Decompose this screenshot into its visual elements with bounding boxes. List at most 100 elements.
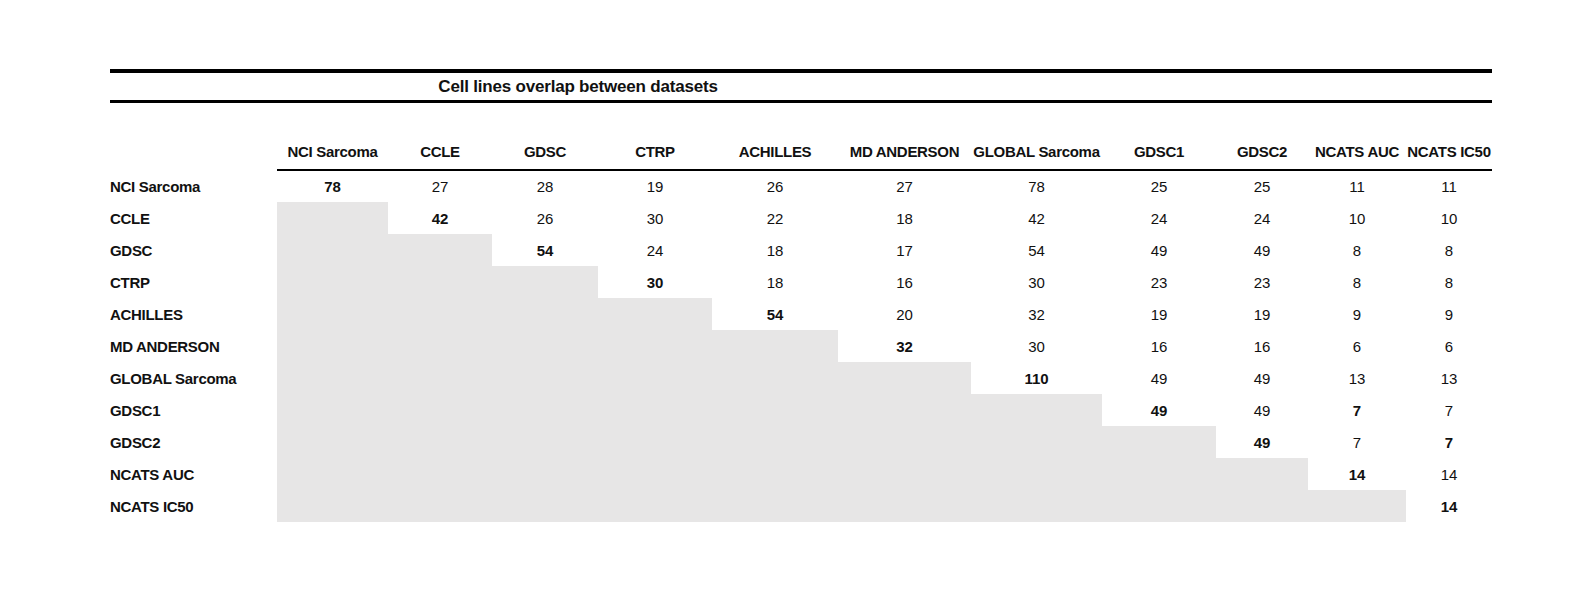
table-header: NCI SarcomaCCLEGDSCCTRPACHILLESMD ANDERS… <box>110 134 1492 170</box>
shaded-cell <box>1102 426 1216 458</box>
column-header-gdsc2: GDSC2 <box>1216 134 1308 170</box>
shaded-cell <box>1102 458 1216 490</box>
overlap-cell: 18 <box>712 234 838 266</box>
row-header-md-anderson: MD ANDERSON <box>110 330 277 362</box>
table-row: GDSC5424181754494988 <box>110 234 1492 266</box>
shaded-cell <box>388 394 492 426</box>
shaded-cell <box>598 426 712 458</box>
table-row: MD ANDERSON3230161666 <box>110 330 1492 362</box>
header-row: NCI SarcomaCCLEGDSCCTRPACHILLESMD ANDERS… <box>110 134 1492 170</box>
shaded-cell <box>598 298 712 330</box>
overlap-cell: 22 <box>712 202 838 234</box>
shaded-cell <box>277 234 388 266</box>
shaded-cell <box>712 394 838 426</box>
column-header-gdsc1: GDSC1 <box>1102 134 1216 170</box>
row-header-ccle: CCLE <box>110 202 277 234</box>
shaded-cell <box>492 458 598 490</box>
row-header-gdsc: GDSC <box>110 234 277 266</box>
table-row: NCATS AUC1414 <box>110 458 1492 490</box>
overlap-cell: 49 <box>1216 426 1308 458</box>
table-row: GDSC1494977 <box>110 394 1492 426</box>
table-row: NCATS IC5014 <box>110 490 1492 522</box>
shaded-cell <box>598 330 712 362</box>
overlap-cell: 16 <box>1102 330 1216 362</box>
shaded-cell <box>388 298 492 330</box>
shaded-cell <box>388 362 492 394</box>
overlap-cell: 27 <box>838 170 971 202</box>
table-title: Cell lines overlap between datasets <box>438 77 717 97</box>
shaded-cell <box>712 330 838 362</box>
overlap-cell: 18 <box>838 202 971 234</box>
overlap-cell: 23 <box>1216 266 1308 298</box>
corner-cell <box>110 134 277 170</box>
overlap-matrix-table: NCI SarcomaCCLEGDSCCTRPACHILLESMD ANDERS… <box>110 134 1492 522</box>
shaded-cell <box>492 298 598 330</box>
overlap-cell: 49 <box>1216 394 1308 426</box>
shaded-cell <box>277 362 388 394</box>
overlap-cell: 8 <box>1308 234 1406 266</box>
overlap-cell: 54 <box>712 298 838 330</box>
column-header-achilles: ACHILLES <box>712 134 838 170</box>
overlap-cell: 24 <box>1216 202 1308 234</box>
shaded-cell <box>277 330 388 362</box>
overlap-cell: 7 <box>1406 426 1492 458</box>
shaded-cell <box>971 458 1102 490</box>
overlap-cell: 42 <box>388 202 492 234</box>
shaded-cell <box>712 362 838 394</box>
shaded-cell <box>838 458 971 490</box>
shaded-cell <box>492 330 598 362</box>
table-body: NCI Sarcoma7827281926277825251111CCLE422… <box>110 170 1492 522</box>
column-header-ncats-ic50: NCATS IC50 <box>1406 134 1492 170</box>
shaded-cell <box>388 426 492 458</box>
shaded-cell <box>1216 490 1308 522</box>
page: Cell lines overlap between datasets NCI … <box>0 0 1577 595</box>
shaded-cell <box>277 202 388 234</box>
overlap-cell: 18 <box>712 266 838 298</box>
column-header-nci-sarcoma: NCI Sarcoma <box>277 134 388 170</box>
overlap-cell: 49 <box>1216 362 1308 394</box>
overlap-cell: 24 <box>1102 202 1216 234</box>
shaded-cell <box>492 426 598 458</box>
column-header-md-anderson: MD ANDERSON <box>838 134 971 170</box>
shaded-cell <box>388 330 492 362</box>
top-rule <box>110 69 1492 73</box>
overlap-cell: 13 <box>1308 362 1406 394</box>
overlap-cell: 19 <box>1102 298 1216 330</box>
overlap-cell: 30 <box>971 266 1102 298</box>
overlap-cell: 20 <box>838 298 971 330</box>
overlap-cell: 13 <box>1406 362 1492 394</box>
shaded-cell <box>598 458 712 490</box>
shaded-cell <box>712 490 838 522</box>
overlap-cell: 7 <box>1308 394 1406 426</box>
overlap-cell: 7 <box>1406 394 1492 426</box>
table-row: NCI Sarcoma7827281926277825251111 <box>110 170 1492 202</box>
column-header-ncats-auc: NCATS AUC <box>1308 134 1406 170</box>
overlap-cell: 16 <box>1216 330 1308 362</box>
overlap-cell: 19 <box>598 170 712 202</box>
overlap-cell: 14 <box>1308 458 1406 490</box>
overlap-cell: 54 <box>971 234 1102 266</box>
row-header-ctrp: CTRP <box>110 266 277 298</box>
overlap-cell: 23 <box>1102 266 1216 298</box>
shaded-cell <box>492 490 598 522</box>
overlap-cell: 8 <box>1308 266 1406 298</box>
shaded-cell <box>971 394 1102 426</box>
shaded-cell <box>277 458 388 490</box>
overlap-cell: 30 <box>971 330 1102 362</box>
table-row: GLOBAL Sarcoma11049491313 <box>110 362 1492 394</box>
overlap-cell: 11 <box>1308 170 1406 202</box>
row-header-ncats-ic50: NCATS IC50 <box>110 490 277 522</box>
row-header-achilles: ACHILLES <box>110 298 277 330</box>
shaded-cell <box>712 426 838 458</box>
overlap-cell: 30 <box>598 266 712 298</box>
row-header-ncats-auc: NCATS AUC <box>110 458 277 490</box>
column-header-ctrp: CTRP <box>598 134 712 170</box>
overlap-cell: 7 <box>1308 426 1406 458</box>
table-row: GDSC24977 <box>110 426 1492 458</box>
column-header-global-sarcoma: GLOBAL Sarcoma <box>971 134 1102 170</box>
overlap-cell: 25 <box>1102 170 1216 202</box>
overlap-cell: 6 <box>1406 330 1492 362</box>
overlap-cell: 78 <box>277 170 388 202</box>
overlap-cell: 42 <box>971 202 1102 234</box>
overlap-cell: 54 <box>492 234 598 266</box>
